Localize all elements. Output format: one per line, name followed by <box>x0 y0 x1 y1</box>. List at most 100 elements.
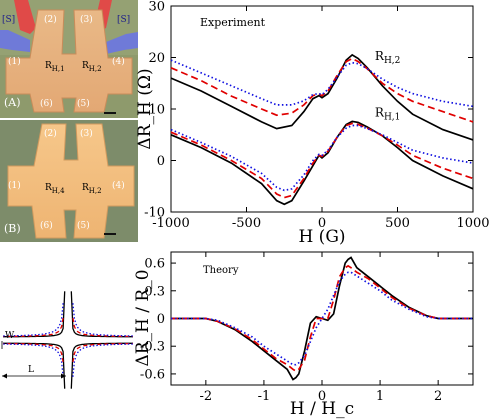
photo-a-hall-cross <box>5 9 133 113</box>
terminal-1-a: (1) <box>8 56 21 67</box>
cross-boundary-solid-0 <box>70 342 133 389</box>
cross-curves <box>2 291 134 389</box>
cross-boundary-dotted-2 <box>72 303 134 337</box>
experiment-y-tick-label-3: 20 <box>148 51 165 66</box>
theory-ticks: -2 -1 0 1 2 -0.6 -0.3 0 0.3 0.6 <box>140 252 473 404</box>
cross-boundary-solid-1 <box>3 342 66 389</box>
sensor-2-b-base: R <box>82 183 89 193</box>
sensor-1-a: RH,1 <box>45 61 65 73</box>
theory-x-tick-label-3: 1 <box>376 389 384 404</box>
experiment-x-tick-label-2: 0 <box>318 216 326 231</box>
cross-boundary-dashed-2 <box>72 317 133 338</box>
theory-x-tick-label-2: 0 <box>318 389 326 404</box>
theory-y-tick-label-1: -0.3 <box>140 340 165 355</box>
photo-a-blue-lead-left <box>0 30 30 52</box>
cross-boundary-dotted-3 <box>2 303 64 337</box>
photo-a-red-lead-left <box>14 0 36 34</box>
sensor-1-a-base: R <box>45 61 52 71</box>
device-photo-b <box>0 120 138 242</box>
theory-annotation: Theory <box>203 265 239 276</box>
experiment-y-tick-label-0: -10 <box>144 206 165 221</box>
panel-label-b: (B) <box>4 222 21 235</box>
terminal-6-b: (6) <box>40 220 53 231</box>
theory-x-tick-label-1: -1 <box>258 389 271 404</box>
theory-chart: -2 -1 0 1 2 -0.6 -0.3 0 0.3 0.6 <box>140 251 474 404</box>
sensor-1-b-sub: H,4 <box>52 187 65 195</box>
experiment-plot-frame <box>170 5 474 213</box>
experiment-y-axis-label: ΔR_H (Ω) <box>135 68 155 149</box>
sensor-2-b: RH,2 <box>82 183 102 195</box>
cross-boundary-solid-2 <box>70 291 133 338</box>
theory-y-tick-label-0: -0.6 <box>140 367 165 382</box>
cross-boundary-dashed-1 <box>3 342 64 363</box>
photo-a-scale-bar <box>104 112 116 114</box>
sensor-2-b-sub: H,2 <box>89 187 102 195</box>
terminal-1-b: (1) <box>8 180 21 191</box>
experiment-x-tick-label-4: 1000 <box>456 216 489 231</box>
experiment-chart: -1000 -500 0 500 1000 -10 0 10 20 30 <box>144 0 489 231</box>
experiment-annotation: Experiment <box>200 16 266 29</box>
theory-y-tick-label-4: 0.6 <box>144 257 165 272</box>
lead-label-left: [S] <box>2 15 15 25</box>
photo-b-labels: (2) (3) (1) (4) (6) (5) RH,4 RH,2 (B) <box>4 128 125 235</box>
curve-label-rh1-sub: H,1 <box>384 113 400 123</box>
terminal-6-a: (6) <box>40 98 53 109</box>
theory-y-axis-label: ΔR_H / R_0 <box>133 269 153 366</box>
theory-x-axis-label: H / H_c <box>290 399 354 419</box>
cross-geometry-diagram <box>1 291 134 389</box>
theory-curve-dashed <box>171 264 473 373</box>
sensor-1-a-sub: H,1 <box>52 65 65 73</box>
terminal-2-a: (2) <box>44 14 57 25</box>
experiment-ticks: -1000 -500 0 500 1000 -10 0 10 20 30 <box>144 0 489 231</box>
experiment-y-tick-label-2: 10 <box>148 103 165 118</box>
experiment-x-tick-label-1: -500 <box>232 216 261 231</box>
theory-y-tick-label-3: 0.3 <box>144 284 165 299</box>
theory-x-tick-label-0: -2 <box>200 389 213 404</box>
sensor-1-b-base: R <box>45 183 52 193</box>
curve-label-rh2-sub: H,2 <box>384 56 400 66</box>
terminal-4-b: (4) <box>112 180 125 191</box>
terminal-3-a: (3) <box>80 14 93 25</box>
experiment-curve-g1-dotted <box>170 124 474 192</box>
length-label: L <box>28 365 34 375</box>
curve-label-rh2-base: R <box>375 49 385 63</box>
experiment-series <box>170 53 474 206</box>
device-photo-a <box>0 0 138 118</box>
cross-boundary-dotted-0 <box>72 343 134 377</box>
cross-boundary-dashed-0 <box>72 342 133 363</box>
experiment-y-tick-label-1: 0 <box>157 154 165 169</box>
experiment-curve-g1-dashed <box>170 122 474 199</box>
curve-label-rh1: RH,1 <box>375 106 400 123</box>
experiment-y-tick-label-4: 30 <box>148 0 165 15</box>
terminal-4-a: (4) <box>112 56 125 67</box>
sensor-2-a-base: R <box>82 61 89 71</box>
theory-series <box>171 256 473 381</box>
cross-boundary-solid-3 <box>3 291 66 338</box>
lead-label-right: [S] <box>117 15 130 25</box>
cross-boundary-dotted-1 <box>2 343 64 377</box>
sensor-1-b: RH,4 <box>45 183 65 195</box>
photo-a-labels: [S] [S] (2) (3) (1) (4) (6) (5) RH,1 RH,… <box>2 14 130 109</box>
panel-label-a: (A) <box>4 96 21 109</box>
photo-b-scale-bar <box>104 233 116 235</box>
experiment-curve-g0-dashed <box>170 57 474 123</box>
theory-x-tick-label-4: 2 <box>434 389 442 404</box>
photo-b-hall-cross <box>7 123 135 239</box>
sensor-2-a: RH,2 <box>82 61 102 73</box>
experiment-curve-g1-solid <box>170 120 474 206</box>
experiment-curve-g0-solid <box>170 53 474 141</box>
theory-y-tick-label-2: 0 <box>157 312 165 327</box>
width-label: W <box>5 331 15 341</box>
photo-a-blue-lead-right <box>106 32 138 54</box>
curve-label-rh2: RH,2 <box>375 49 400 66</box>
experiment-x-tick-label-0: -1000 <box>152 216 189 231</box>
experiment-x-axis-label: H (G) <box>298 227 345 247</box>
sensor-2-a-sub: H,2 <box>89 65 102 73</box>
experiment-x-tick-label-3: 500 <box>385 216 410 231</box>
terminal-3-b: (3) <box>80 128 93 139</box>
curve-label-rh1-base: R <box>375 106 385 120</box>
terminal-5-a: (5) <box>77 98 90 109</box>
terminal-2-b: (2) <box>44 128 57 139</box>
